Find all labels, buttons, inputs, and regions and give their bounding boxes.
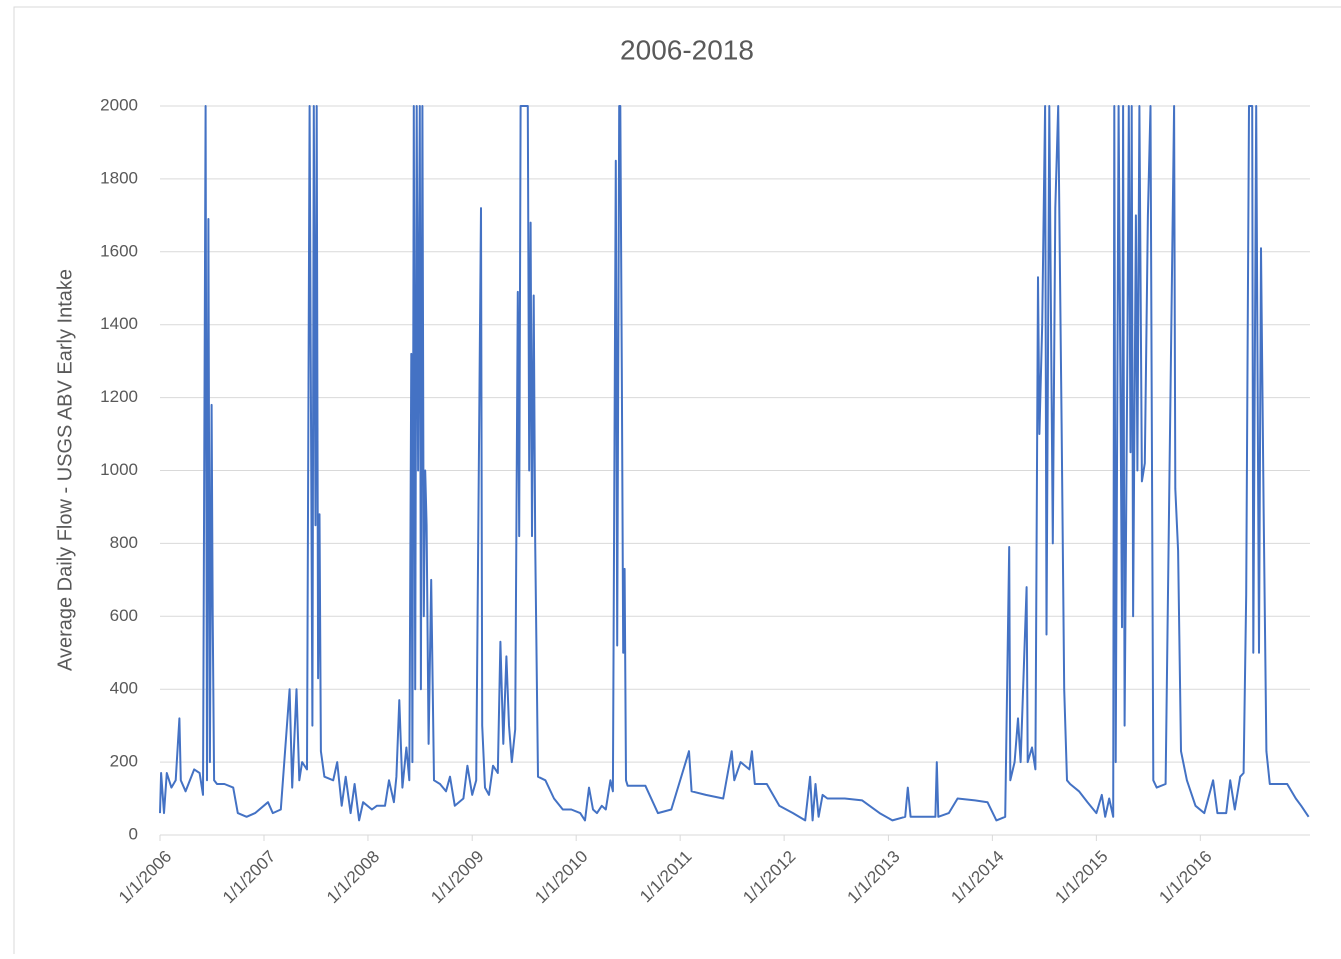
y-tick-label: 800: [110, 533, 138, 552]
y-tick-label: 400: [110, 679, 138, 698]
y-tick-label: 600: [110, 606, 138, 625]
y-tick-label: 1400: [100, 314, 138, 333]
y-tick-label: 1000: [100, 460, 138, 479]
y-tick-label: 1600: [100, 241, 138, 260]
y-tick-label: 2000: [100, 95, 138, 114]
chart: 2006-2018 Average Daily Flow - USGS ABV …: [0, 0, 1341, 954]
y-axis-label: Average Daily Flow - USGS ABV Early Inta…: [54, 269, 76, 671]
y-tick-label: 0: [129, 824, 138, 843]
chart-title: 2006-2018: [620, 34, 754, 65]
y-tick-label: 1800: [100, 168, 138, 187]
page: {"chart_data": {"type": "line", "title":…: [0, 0, 1341, 954]
y-tick-label: 200: [110, 752, 138, 771]
y-tick-label: 1200: [100, 387, 138, 406]
